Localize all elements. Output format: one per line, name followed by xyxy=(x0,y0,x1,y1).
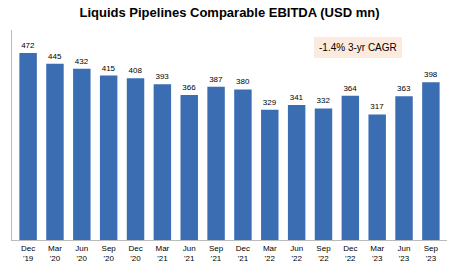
svg-text:317: 317 xyxy=(370,102,384,111)
svg-text:408: 408 xyxy=(129,66,143,75)
svg-text:Dec'22: Dec'22 xyxy=(343,244,357,263)
svg-text:398: 398 xyxy=(424,70,438,79)
svg-text:Sep'23: Sep'23 xyxy=(424,244,439,263)
svg-text:380: 380 xyxy=(236,77,250,86)
svg-text:415: 415 xyxy=(102,64,116,73)
svg-text:Sep'22: Sep'22 xyxy=(316,244,331,263)
svg-text:363: 363 xyxy=(397,84,411,93)
svg-text:Dec'20: Dec'20 xyxy=(128,244,142,263)
svg-text:332: 332 xyxy=(317,96,331,105)
svg-text:Dec'19: Dec'19 xyxy=(21,244,35,263)
svg-text:Liquids Pipelines Comparable E: Liquids Pipelines Comparable EBITDA (USD… xyxy=(80,5,380,20)
svg-text:432: 432 xyxy=(75,57,89,66)
svg-text:Jun'23: Jun'23 xyxy=(398,244,411,263)
svg-text:341: 341 xyxy=(290,93,304,102)
svg-text:Sep'21: Sep'21 xyxy=(209,244,224,263)
svg-text:Jun'22: Jun'22 xyxy=(290,244,303,263)
svg-text:Jun'21: Jun'21 xyxy=(183,244,196,263)
svg-text:Mar'23: Mar'23 xyxy=(370,244,384,263)
svg-text:393: 393 xyxy=(155,72,169,81)
svg-text:Mar'21: Mar'21 xyxy=(155,244,169,263)
svg-text:329: 329 xyxy=(263,98,277,107)
svg-text:Sep'20: Sep'20 xyxy=(102,244,117,263)
svg-text:366: 366 xyxy=(182,83,196,92)
svg-text:Mar'22: Mar'22 xyxy=(263,244,277,263)
svg-text:364: 364 xyxy=(343,84,357,93)
svg-text:Dec'21: Dec'21 xyxy=(236,244,250,263)
svg-text:387: 387 xyxy=(209,75,223,84)
svg-text:-1.4% 3-yr CAGR: -1.4% 3-yr CAGR xyxy=(319,42,397,53)
svg-text:472: 472 xyxy=(21,41,35,50)
svg-text:Mar'20: Mar'20 xyxy=(48,244,62,263)
svg-text:445: 445 xyxy=(48,52,62,61)
svg-text:Jun'20: Jun'20 xyxy=(75,244,88,263)
